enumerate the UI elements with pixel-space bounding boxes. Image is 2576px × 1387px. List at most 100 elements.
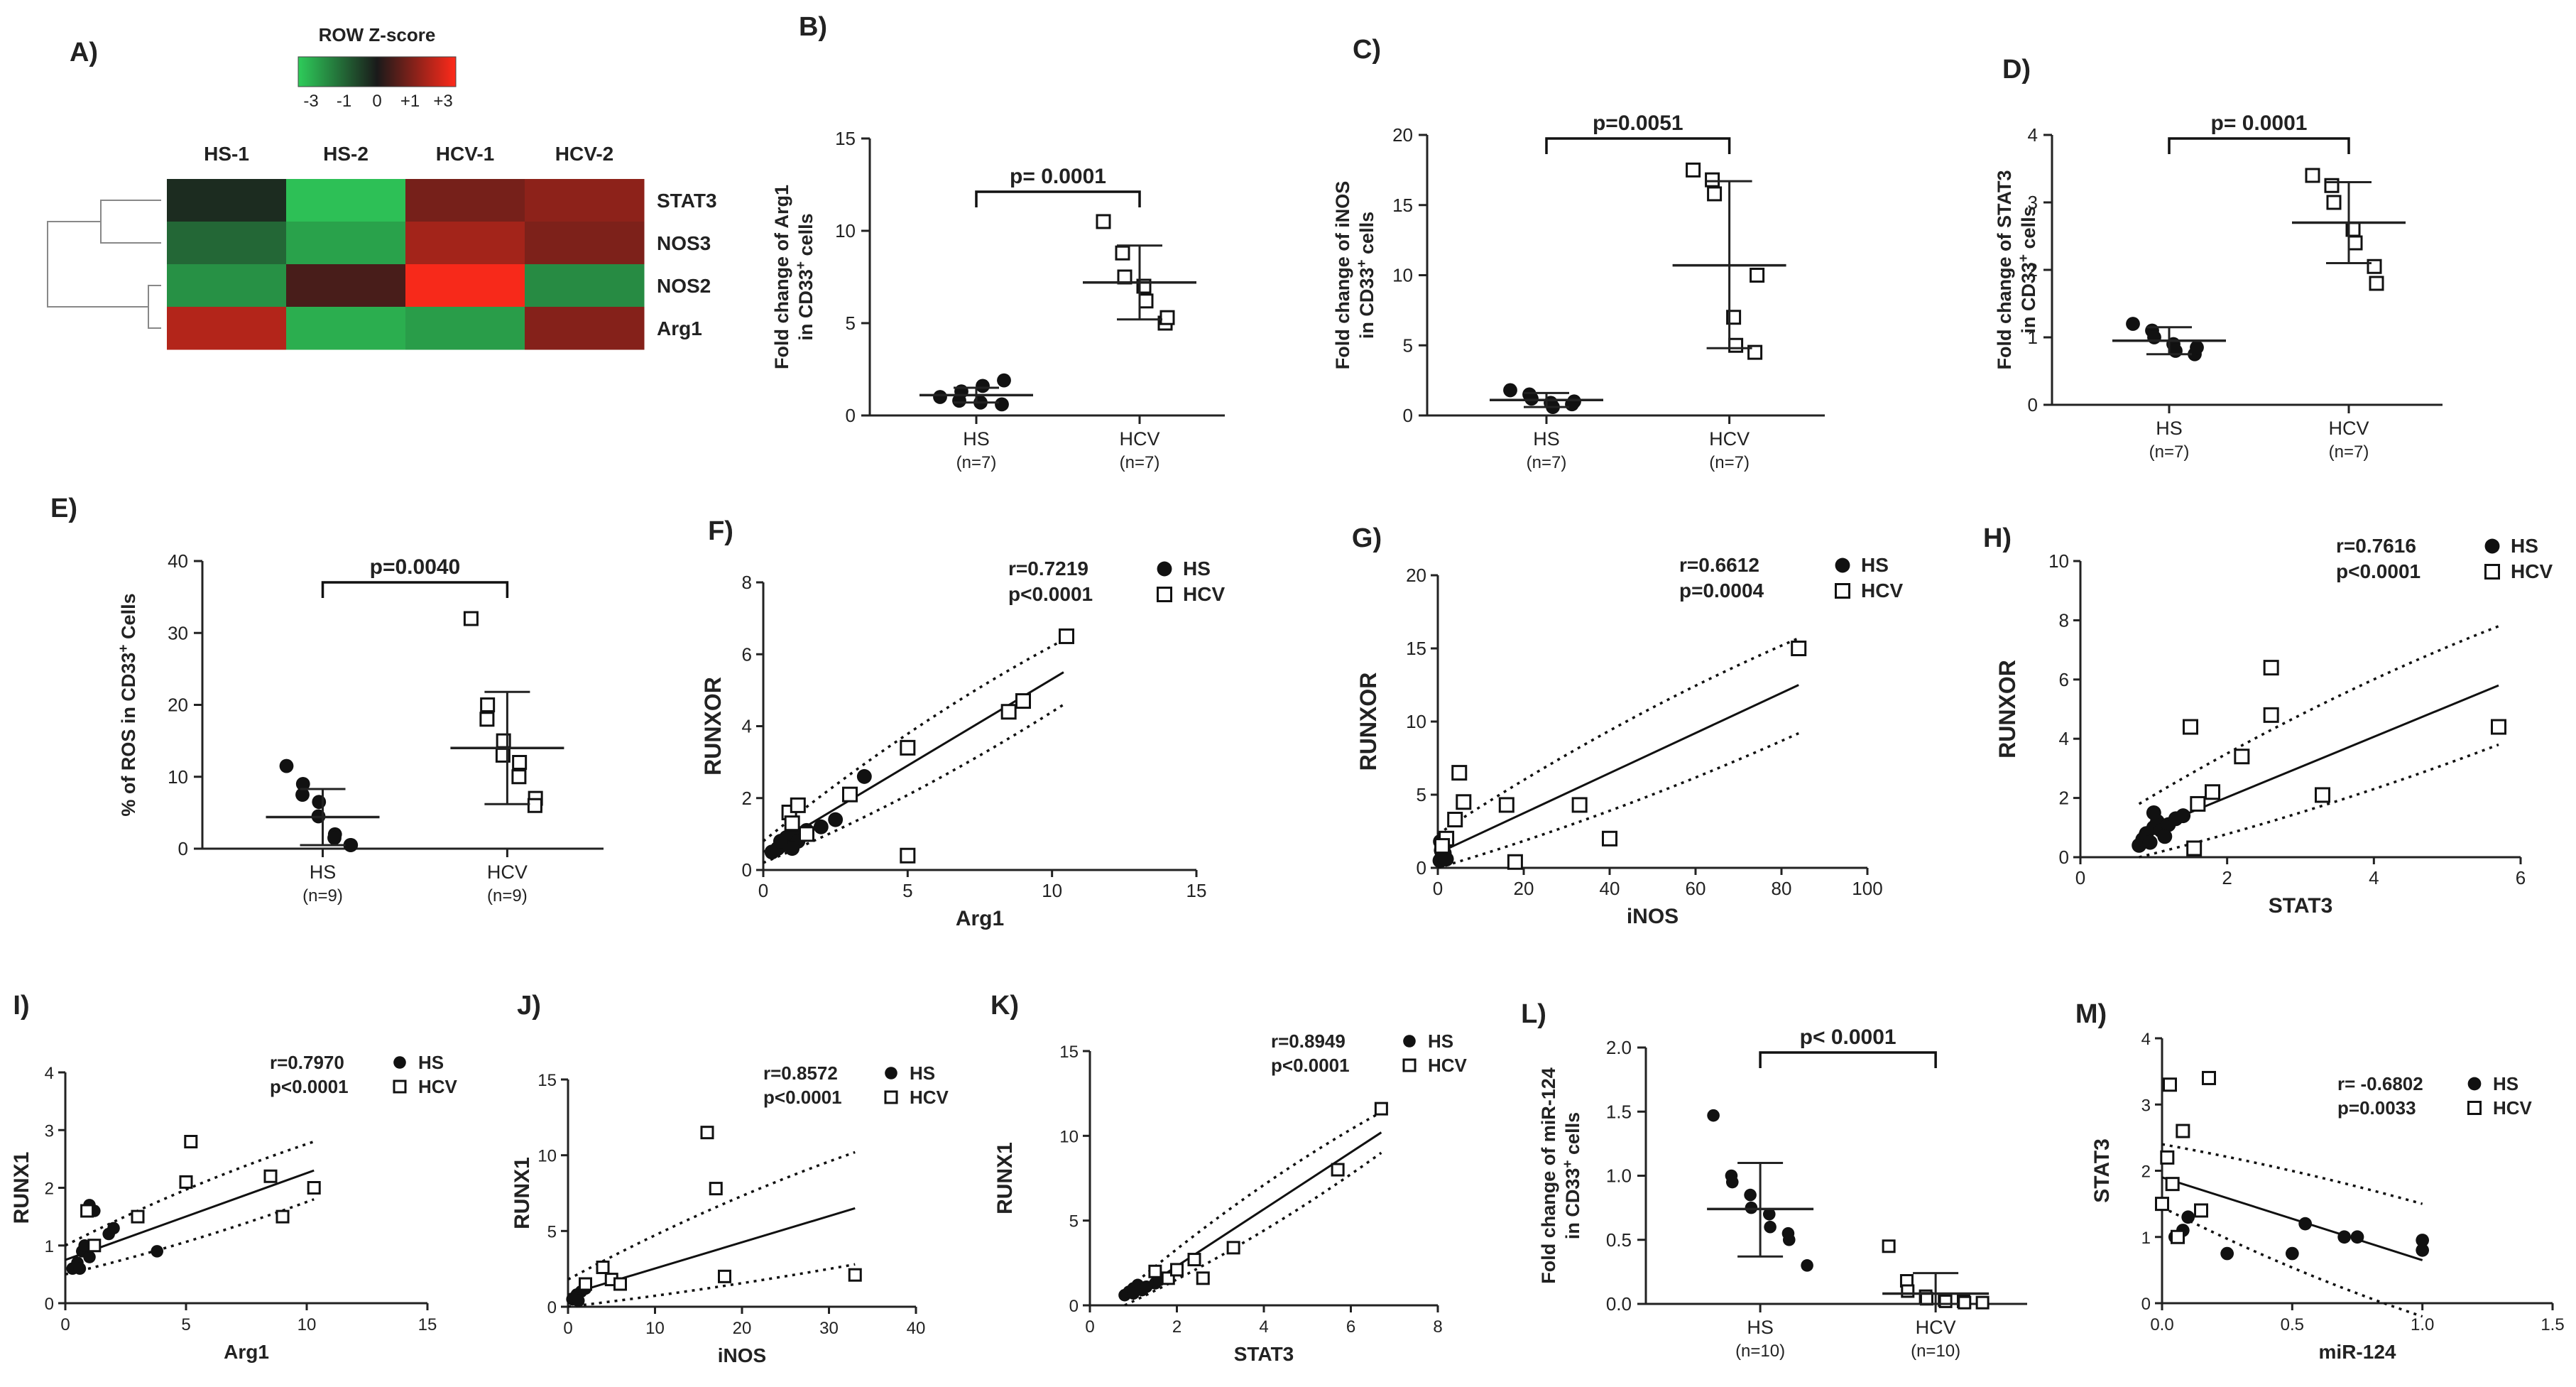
significance-bracket [975, 190, 1141, 207]
correlation-p-label: p<0.0001 [1271, 1055, 1350, 1076]
x-tick-label: 20 [733, 1319, 752, 1338]
heatmap-column-label: HS-1 [204, 143, 249, 165]
data-point-hcv [179, 1175, 193, 1189]
group-label: HS [1533, 428, 1560, 450]
confidence-band [1437, 636, 1799, 836]
heatmap-cell [525, 179, 645, 222]
data-point-hcv [2263, 707, 2279, 723]
y-tick-label: 0 [846, 405, 856, 426]
data-point-hcv [1602, 830, 1617, 847]
data-point-hs [343, 838, 358, 852]
y-tick-label: 5 [1417, 784, 1426, 805]
group-label: HCV [1709, 428, 1750, 450]
data-point-hs [2142, 834, 2158, 850]
heatmap-row-label: NOS3 [657, 232, 711, 254]
data-point-hs [279, 758, 294, 773]
legend-label-hcv: HCV [910, 1087, 949, 1108]
confidence-band [2138, 625, 2499, 805]
data-point-hcv [2326, 195, 2342, 210]
y-tick-label: 1.0 [1606, 1165, 1632, 1187]
y-tick-label: 10 [1406, 711, 1426, 732]
data-point-hs [1127, 1287, 1140, 1300]
y-tick-label: 4 [742, 716, 752, 737]
regression-line [1437, 684, 1799, 854]
data-point-hcv [1686, 162, 1701, 178]
legend-label-hcv: HCV [418, 1076, 458, 1097]
x-axis-label: Arg1 [956, 907, 1004, 930]
x-tick-label: 2 [2222, 867, 2232, 888]
y-tick-label: 0 [742, 859, 752, 881]
legend-marker-hcv [2467, 1101, 2482, 1115]
data-point-hcv [1196, 1271, 1210, 1285]
panel-label: H) [1983, 523, 2012, 553]
x-tick-label: 10 [298, 1315, 317, 1334]
y-tick-label: 2 [2141, 1163, 2151, 1182]
data-point-hcv [1187, 1253, 1201, 1267]
legend-marker-hs [2484, 538, 2500, 554]
x-tick-label: 8 [1433, 1317, 1442, 1337]
x-tick-label: 10 [1042, 880, 1062, 901]
legend-label-hs: HS [418, 1052, 444, 1073]
data-point-hs [2298, 1217, 2313, 1231]
data-point-hs [2416, 1234, 2430, 1247]
y-tick-label: 10 [537, 1147, 557, 1166]
data-point-hs [1707, 1109, 1720, 1122]
y-tick-label: 3 [2028, 192, 2038, 213]
confidence-band [2161, 1206, 2423, 1318]
data-point-hcv [900, 739, 916, 756]
data-point-hs [2220, 1246, 2234, 1261]
y-tick-label: 5 [1069, 1212, 1079, 1231]
data-point-hs [83, 1251, 96, 1263]
correlation-p-label: p<0.0001 [270, 1076, 349, 1097]
data-point-hcv [1958, 1295, 1972, 1310]
x-tick-label: 20 [1514, 878, 1534, 899]
data-point-hs [1782, 1233, 1796, 1246]
y-tick-label: 10 [168, 766, 188, 788]
data-point-hs [2176, 808, 2191, 824]
data-point-hs [2181, 1210, 2195, 1224]
y-tick-label: 0 [547, 1298, 557, 1317]
legend-marker-hcv [393, 1079, 407, 1094]
correlation-p-label: p=0.0004 [1679, 580, 1764, 602]
significance-bracket [2168, 137, 2350, 154]
y-tick-label: 0 [178, 838, 188, 859]
confidence-band [1123, 1111, 1382, 1293]
confidence-band [65, 1140, 315, 1247]
data-point-hcv [1901, 1284, 1915, 1298]
data-point-hs [1745, 1201, 1758, 1214]
data-point-hcv [1015, 693, 1031, 709]
data-point-hcv [1791, 641, 1807, 656]
legend-label-hcv: HCV [2493, 1097, 2533, 1119]
y-axis-label: Fold change of miR-124 [1538, 1067, 1559, 1284]
y-tick-label: 2.0 [1606, 1037, 1632, 1058]
data-point-hcv [1159, 310, 1175, 325]
x-tick-label: 0.5 [2281, 1315, 2304, 1334]
p-value-label: p= 0.0001 [2211, 111, 2308, 135]
colorbar-title: ROW Z-score [319, 24, 436, 45]
y-tick-label: 5 [547, 1222, 557, 1241]
panel-label: K) [990, 991, 1019, 1021]
group-n-label: (n=7) [1527, 453, 1567, 472]
significance-bracket [1759, 1051, 1937, 1068]
heatmap-row-label: STAT3 [657, 190, 717, 212]
y-tick-label: 40 [168, 550, 188, 572]
data-point-hs [1762, 1207, 1776, 1221]
data-point-hcv [1447, 812, 1463, 828]
correlation-p-label: p<0.0001 [763, 1087, 842, 1108]
data-point-hcv [480, 697, 496, 712]
regression-line [763, 671, 1064, 853]
x-tick-label: 15 [418, 1315, 437, 1334]
legend-marker-hs [1403, 1035, 1416, 1048]
x-tick-label: 0 [1085, 1317, 1094, 1337]
y-tick-label: 8 [2059, 609, 2069, 631]
y-tick-label: 3 [45, 1121, 54, 1141]
y-tick-label: 2 [2059, 788, 2069, 809]
x-tick-label: 5 [181, 1315, 190, 1334]
confidence-band [762, 638, 1064, 842]
data-point-hs [856, 768, 872, 784]
panel-label: M) [2075, 999, 2107, 1029]
data-point-hs [107, 1222, 120, 1235]
correlation-r-label: r=0.8949 [1271, 1030, 1346, 1052]
y-tick-label: 3 [2141, 1096, 2151, 1115]
y-tick-label: 2 [742, 788, 752, 809]
